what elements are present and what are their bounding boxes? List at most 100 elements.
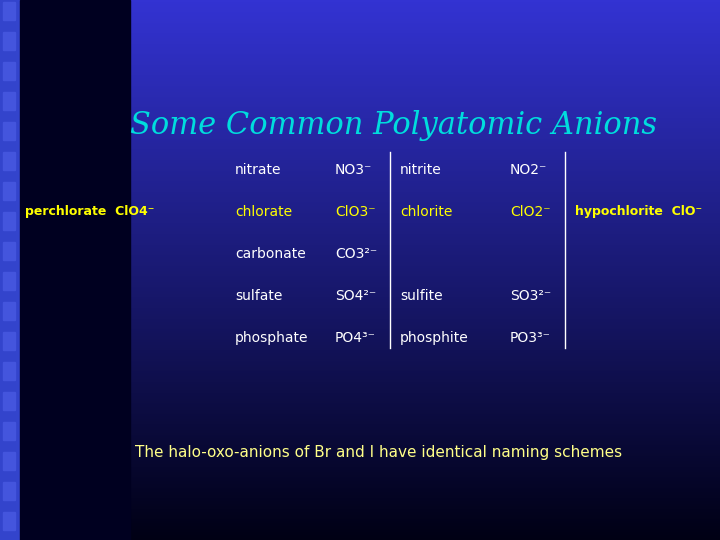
Bar <box>0 239 720 240</box>
Bar <box>0 336 720 337</box>
Bar <box>0 0 20 540</box>
Bar <box>0 168 720 169</box>
Bar <box>0 236 720 237</box>
Bar <box>0 528 720 529</box>
Bar <box>0 425 720 426</box>
Bar <box>0 107 720 108</box>
Bar <box>0 221 720 222</box>
Bar <box>0 452 720 453</box>
Bar <box>0 381 720 382</box>
Bar <box>0 483 720 484</box>
Bar <box>0 131 720 132</box>
Bar <box>0 134 720 135</box>
Bar <box>0 69 720 70</box>
Bar <box>0 331 720 332</box>
Bar <box>0 1 720 2</box>
Bar <box>0 145 720 146</box>
Bar <box>0 222 720 223</box>
Bar <box>0 94 720 95</box>
Bar <box>0 100 720 101</box>
Bar <box>0 480 720 481</box>
Bar <box>0 231 720 232</box>
Bar <box>0 166 720 167</box>
Bar <box>0 220 720 221</box>
Bar <box>0 45 720 46</box>
Bar <box>0 345 720 346</box>
Bar <box>0 102 720 103</box>
Bar <box>0 218 720 219</box>
Bar <box>0 43 720 44</box>
Bar <box>0 67 720 68</box>
Bar <box>0 511 720 512</box>
Bar <box>0 110 720 111</box>
Bar <box>0 527 720 528</box>
Bar <box>0 460 720 461</box>
Bar <box>0 199 720 200</box>
Bar <box>0 16 720 17</box>
Bar <box>0 433 720 434</box>
Bar <box>0 182 720 183</box>
Bar <box>0 324 720 325</box>
Bar <box>0 467 720 468</box>
Bar <box>0 7 720 8</box>
Bar <box>3 122 15 140</box>
Bar <box>0 513 720 514</box>
Bar <box>0 382 720 383</box>
Bar <box>0 453 720 454</box>
Bar <box>0 529 720 530</box>
Bar <box>0 328 720 329</box>
Text: SO4²⁻: SO4²⁻ <box>335 289 377 303</box>
Bar <box>0 447 720 448</box>
Bar <box>0 157 720 158</box>
Bar <box>0 448 720 449</box>
Bar <box>0 101 720 102</box>
Bar <box>0 50 720 51</box>
Bar <box>0 186 720 187</box>
Bar <box>0 427 720 428</box>
Bar <box>0 150 720 151</box>
Bar <box>0 314 720 315</box>
Bar <box>0 326 720 327</box>
Bar <box>0 320 720 321</box>
Bar <box>0 282 720 283</box>
Bar <box>0 437 720 438</box>
Bar <box>0 370 720 371</box>
Bar <box>0 93 720 94</box>
Bar <box>0 504 720 505</box>
Bar <box>0 276 720 277</box>
Bar <box>0 490 720 491</box>
Bar <box>0 325 720 326</box>
Bar <box>0 148 720 149</box>
Bar <box>0 515 720 516</box>
Bar <box>0 40 720 41</box>
Bar <box>0 188 720 189</box>
Bar <box>0 161 720 162</box>
Bar <box>0 295 720 296</box>
Bar <box>0 297 720 298</box>
Bar <box>0 125 720 126</box>
Bar <box>0 275 720 276</box>
Bar <box>0 106 720 107</box>
Bar <box>0 164 720 165</box>
Bar <box>0 5 720 6</box>
Bar <box>0 196 720 197</box>
Bar <box>0 530 720 531</box>
Bar <box>0 175 720 176</box>
Bar <box>0 76 720 77</box>
Bar <box>0 304 720 305</box>
Bar <box>0 507 720 508</box>
Bar <box>0 243 720 244</box>
Bar <box>0 516 720 517</box>
Bar <box>3 512 15 530</box>
Bar <box>0 88 720 89</box>
Bar <box>0 240 720 241</box>
Bar <box>0 70 720 71</box>
Bar <box>0 86 720 87</box>
Bar <box>0 476 720 477</box>
Bar <box>0 74 720 75</box>
Bar <box>0 506 720 507</box>
Bar <box>0 187 720 188</box>
Bar <box>0 332 720 333</box>
Bar <box>0 117 720 118</box>
Bar <box>3 272 15 290</box>
